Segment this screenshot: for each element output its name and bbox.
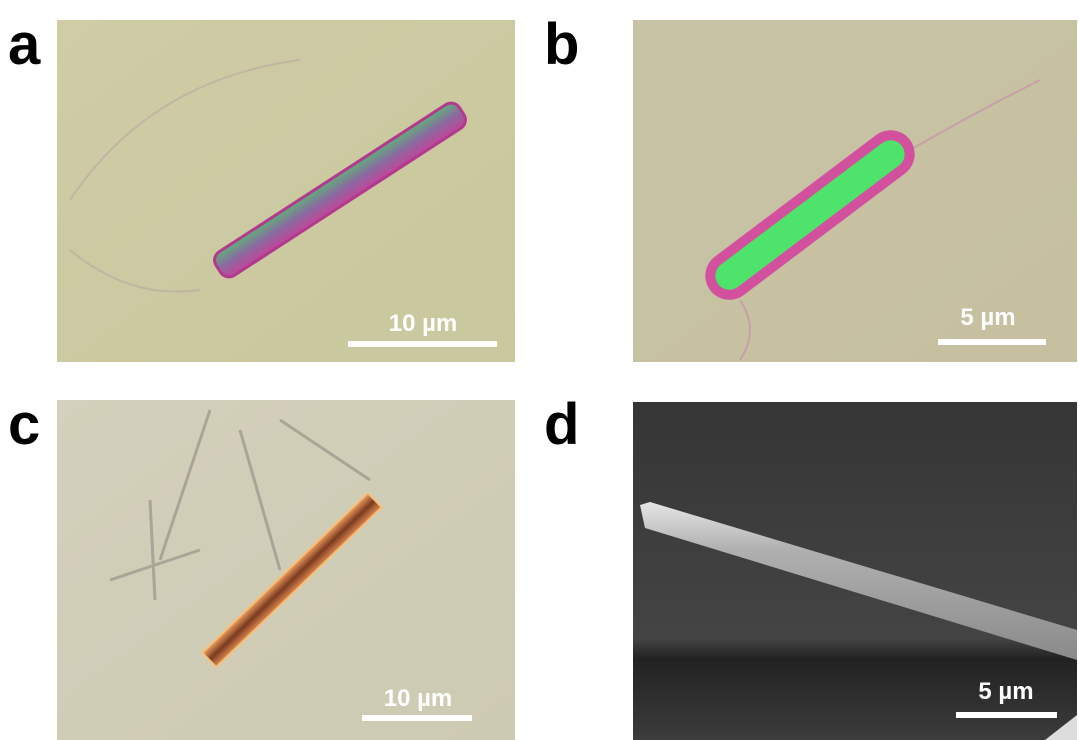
panel-label: b — [544, 12, 579, 77]
panel-label: c — [8, 392, 40, 457]
scale-bar-label: 10 µm — [384, 685, 453, 712]
scale-bar — [956, 712, 1057, 718]
scale-bar-label: 5 µm — [960, 304, 1015, 331]
panel-c: 10 µm c — [8, 392, 515, 740]
panel-b: 5 µm b — [544, 12, 1077, 362]
scale-bar-label: 5 µm — [978, 678, 1033, 705]
scale-bar — [348, 341, 497, 347]
figure: 10 µm a 5 µm b 10 µm c 5 µm d — [0, 0, 1079, 740]
panel-d: 5 µm d — [544, 392, 1077, 740]
panel-label: d — [544, 392, 579, 457]
panel-a: 10 µm a — [8, 12, 515, 362]
scale-bar — [938, 339, 1046, 345]
scale-bar — [362, 715, 472, 721]
scale-bar-label: 10 µm — [389, 310, 458, 337]
panel-label: a — [8, 12, 41, 77]
